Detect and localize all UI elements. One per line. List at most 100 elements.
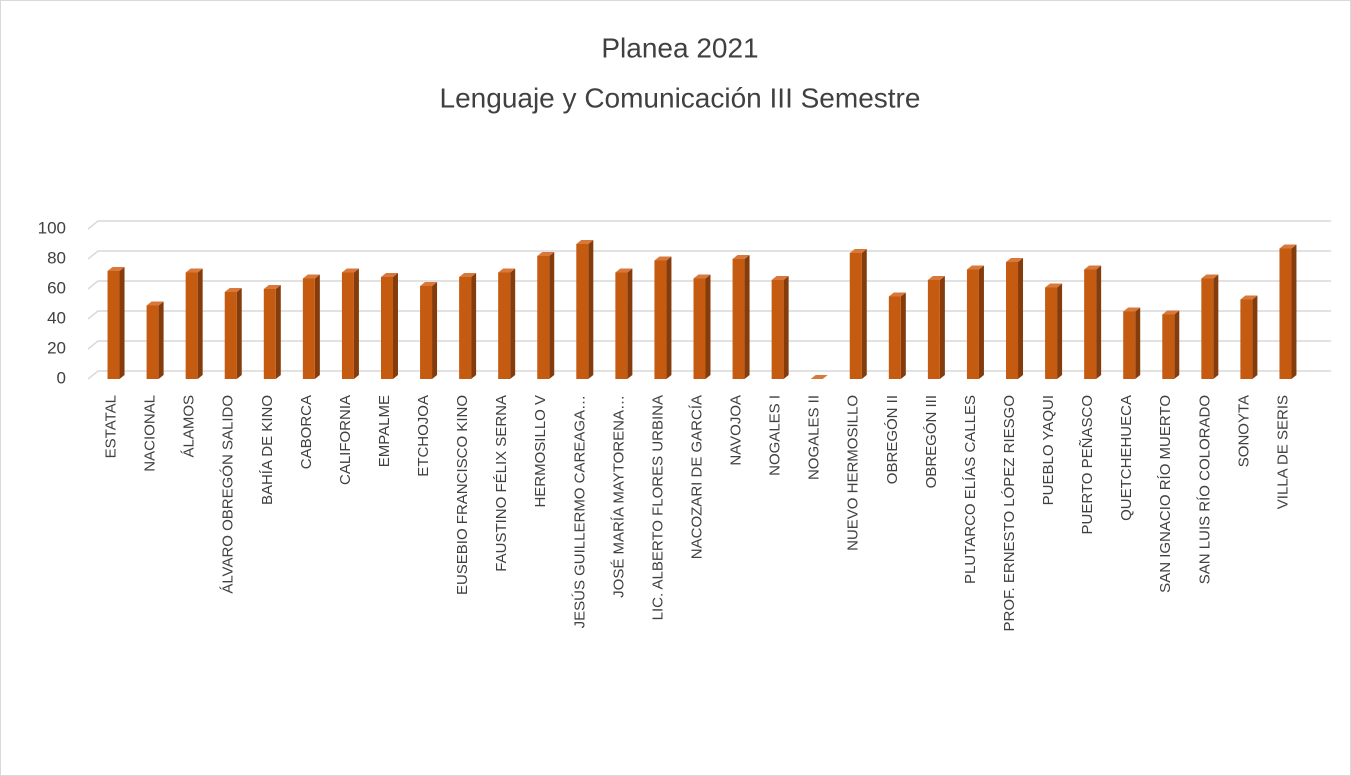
bar-top [302,274,320,279]
bar-side [1213,274,1219,379]
bar-top [927,276,945,280]
grid-line [87,370,1331,380]
bar [966,265,984,379]
bar [263,285,281,379]
bar-side [275,285,281,379]
bar [732,255,750,379]
bar-top [966,265,984,270]
bar-top [1123,307,1141,312]
x-tick-label: CABORCA [298,395,315,469]
y-tick-label: 20 [47,338,66,357]
bar [107,267,125,379]
x-tick-label: SAN LUIS RÍO COLORADO [1196,395,1213,584]
bar-side [510,268,516,379]
bar-front [615,272,628,379]
bar-side [1291,244,1297,379]
bar-front [1201,278,1214,379]
bar-front [420,286,433,379]
bar-top [498,268,516,273]
bar-top [1279,244,1297,249]
bar-front [107,271,120,379]
bar [1162,310,1180,379]
bar-top [1240,295,1258,300]
bar-side [627,268,633,379]
bar-top [263,285,281,289]
bar-top [1084,265,1102,270]
bar-top [420,282,438,286]
bar-front [1240,299,1253,379]
y-tick-label: 80 [47,248,66,267]
bar-top [654,256,672,261]
bar-top [459,273,477,277]
x-tick-label: NUEVO HERMOSILLO [845,395,862,551]
bar-top [107,267,125,271]
bar [1045,283,1063,379]
bar [341,268,359,379]
bar-side [1018,258,1024,379]
bar-side [900,292,906,379]
x-tick-label: NOGALES I [767,395,784,476]
bar-side [588,240,594,379]
chart-title: Planea 2021 [601,32,758,63]
x-tick-label: ETCHOJOA [415,395,432,477]
bar-side [236,288,242,379]
bar [810,375,828,379]
x-tick-label: NAVOJOA [728,395,745,466]
bar-front [302,278,315,379]
bar-top [810,375,828,379]
bar [927,276,945,379]
bar-top [732,255,750,259]
y-tick-label: 0 [57,368,66,387]
x-tick-label: SONOYTA [1235,395,1252,467]
bar-top [1006,258,1024,262]
bar [185,268,203,379]
x-tick-label: CALIFORNIA [337,395,354,485]
bar-side [314,274,320,379]
x-tick-label: PROF. ERNESTO LÓPEZ RIESGO [1001,395,1018,631]
bar [537,252,555,379]
bar-side [471,273,477,379]
bar [849,249,867,379]
x-tick-label: FAUSTINO FÉLIX SERNA [493,395,510,572]
bar-front [966,269,979,379]
bar-side [666,256,672,379]
bar-top [224,288,242,292]
x-tick-label: OBREGÓN II [884,395,901,484]
bar-top [1162,310,1180,315]
grid-line [87,280,1331,290]
x-tick-label: SAN IGNACIO RÍO MUERTO [1157,395,1174,593]
bar-top [1201,274,1219,279]
bar-front [771,280,784,379]
bar-front [927,280,940,379]
bar [576,240,594,379]
bar-top [693,274,711,279]
bar-side [861,249,867,379]
bar-top [380,273,398,277]
x-tick-label: JESÚS GUILLERMO CAREAGA… [571,395,588,628]
bar-side [197,268,203,379]
x-tick-label: EUSEBIO FRANCISCO KINO [454,395,471,595]
bar-front [1084,269,1097,379]
x-tick-label: LIC. ALBERTO FLORES URBINA [649,395,666,620]
bar [498,268,516,379]
y-tick-label: 60 [47,278,66,297]
grid-line [87,340,1331,350]
bar-side [783,276,789,379]
bar [224,288,242,379]
bar-front [146,305,159,379]
bar [380,273,398,379]
bar-front [732,259,745,379]
bar-side [119,267,125,379]
chart-subtitle: Lenguaje y Comunicación III Semestre [440,82,921,113]
bar-front [849,253,862,379]
bar [1279,244,1297,379]
bar-side [158,301,164,379]
bar-front [380,277,393,379]
bar-side [1135,307,1141,379]
y-tick-label: 100 [38,218,66,237]
bar-front [1123,311,1136,379]
bar-front [1006,262,1019,379]
bar-front [654,260,667,379]
bar-top [146,301,164,306]
